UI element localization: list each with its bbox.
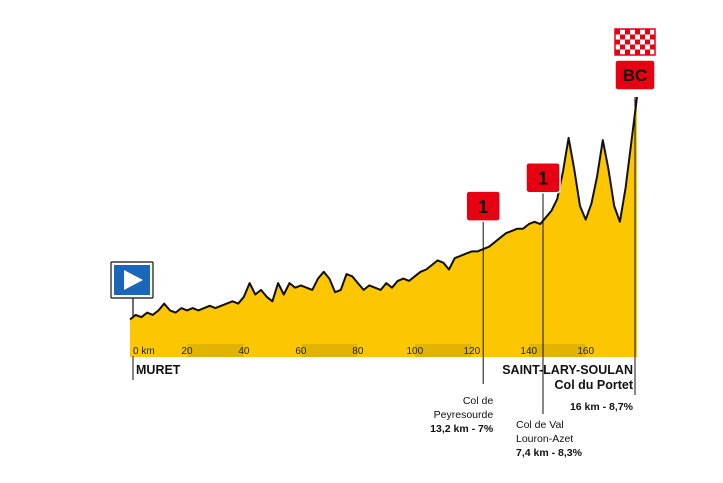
climb-category-label: 1: [478, 197, 488, 217]
finish-category-label: BC: [623, 66, 648, 85]
distance-axis-band: [130, 344, 637, 357]
x-tick-label: 0 km: [133, 346, 155, 357]
finish-flag-square: [620, 54, 625, 55]
finish-flag-square: [630, 54, 635, 55]
start-town-label: MURET: [136, 363, 181, 377]
axis-band-segment: [357, 344, 415, 357]
finish-flag-square: [630, 34, 635, 40]
finish-flag-square: [650, 54, 655, 55]
climb-name-line1: Col de: [463, 395, 494, 407]
x-tick-label: 120: [463, 346, 480, 357]
x-tick-label: 80: [352, 346, 364, 357]
climb-marker-val-louron-azet: 1 Col de Val Louron-Azet 7,4 km - 8,3%: [516, 161, 583, 459]
climb-stats: 7,4 km - 8,3%: [516, 447, 583, 459]
finish-flag-square: [615, 49, 620, 55]
finish-flag-square: [640, 44, 645, 50]
axis-band-segment: [414, 344, 472, 357]
climb-stats: 13,2 km - 7%: [430, 423, 494, 435]
finish-town-label: SAINT-LARY-SOULAN: [502, 363, 633, 377]
climb-marker-peyresourde: 1 Col de Peyresourde 13,2 km - 7%: [430, 190, 501, 435]
finish-flag-square: [640, 54, 645, 55]
finish-flag-square: [615, 29, 620, 35]
axis-band-segment: [243, 344, 301, 357]
x-tick-label: 40: [238, 346, 250, 357]
finish-flag-square: [635, 49, 640, 55]
axis-band-segment: [186, 344, 244, 357]
finish-marker: BC: [614, 28, 656, 395]
finish-flag-square: [615, 39, 620, 45]
finish-flag-square: [620, 44, 625, 50]
finish-flag-square: [630, 44, 635, 50]
start-flag-icon: [110, 261, 154, 318]
climb-name-line2: Peyresourde: [434, 409, 494, 421]
finish-flag-square: [650, 34, 655, 40]
elevation-profile-area: [130, 97, 637, 344]
climb-name-line2: Louron-Azet: [516, 433, 573, 445]
finish-flag-square: [625, 49, 630, 55]
finish-flag-square: [640, 34, 645, 40]
finish-flag-square: [645, 29, 650, 35]
climb-category-label: 1: [538, 169, 548, 189]
elevation-profile-line: [129, 96, 638, 321]
distance-tick-labels: 0 km 20 40 60 80 100 120 140 160: [133, 346, 595, 357]
checkered-finish-flag-icon: [614, 28, 656, 56]
axis-band-segment: [300, 344, 358, 357]
x-tick-label: 20: [181, 346, 193, 357]
finish-flag-square: [620, 34, 625, 40]
finish-flag-square: [645, 39, 650, 45]
finish-flag-square: [650, 44, 655, 50]
axis-band-segment: [471, 344, 529, 357]
finish-flag-square: [635, 39, 640, 45]
x-tick-label: 60: [295, 346, 307, 357]
x-tick-label: 160: [577, 346, 594, 357]
finish-climb-stats: 16 km - 8,7%: [570, 401, 634, 413]
axis-band-segment: [130, 344, 187, 357]
finish-flag-square: [625, 39, 630, 45]
finish-flag-square: [635, 29, 640, 35]
climb-name-line1: Col de Val: [516, 419, 564, 431]
x-tick-label: 140: [520, 346, 537, 357]
finish-climb-label: Col du Portet: [555, 378, 634, 392]
finish-flag-square: [645, 49, 650, 55]
finish-flag-square: [625, 29, 630, 35]
axis-band-segment: [585, 344, 637, 357]
x-tick-label: 100: [406, 346, 423, 357]
